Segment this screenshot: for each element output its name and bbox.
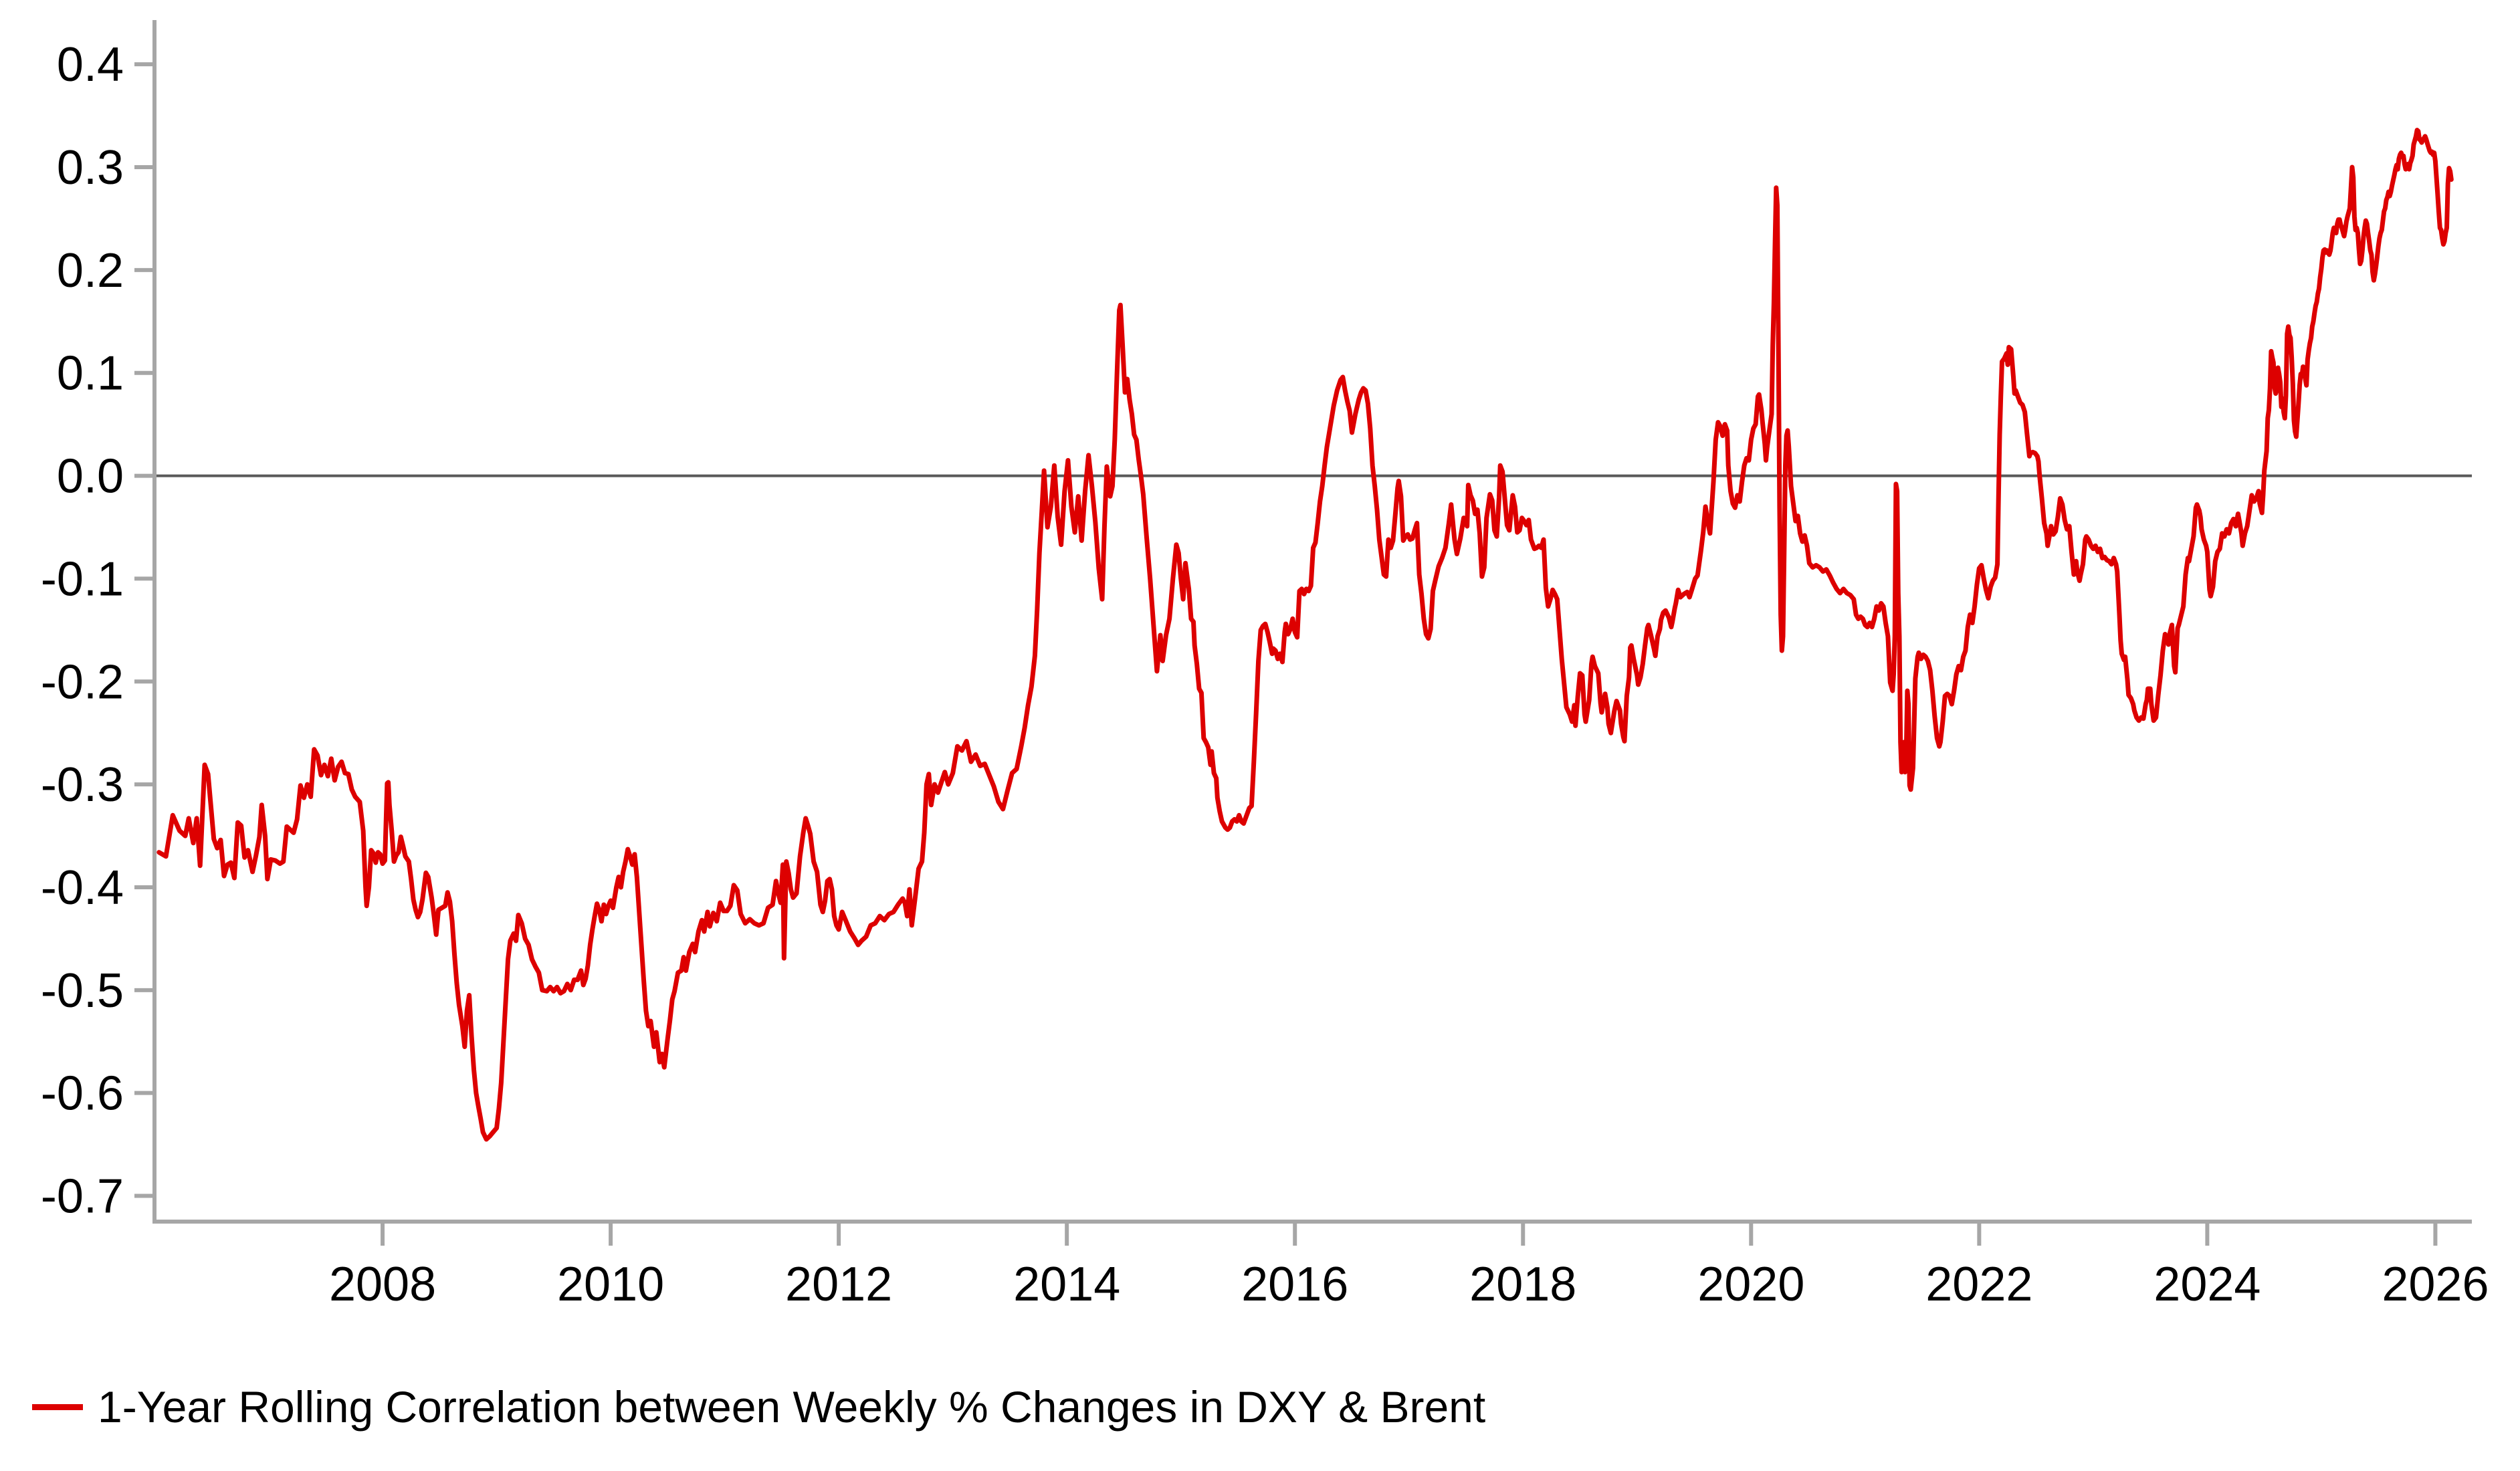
x-tick-label: 2018 — [1469, 1258, 1576, 1311]
y-tick-label: -0.2 — [41, 655, 124, 709]
y-tick-label: -0.6 — [41, 1067, 124, 1121]
x-tick-label: 2016 — [1241, 1258, 1348, 1311]
x-tick-label: 2008 — [329, 1258, 436, 1311]
y-tick-label: -0.5 — [41, 964, 124, 1018]
y-tick-label: 0.0 — [57, 450, 124, 503]
y-tick-label: 0.4 — [57, 38, 124, 92]
x-tick-label: 2022 — [1925, 1258, 2032, 1311]
y-tick-label: -0.1 — [41, 552, 124, 606]
x-tick-label: 2020 — [1697, 1258, 1804, 1311]
x-tick-label: 2024 — [2154, 1258, 2261, 1311]
chart-legend: 1-Year Rolling Correlation between Weekl… — [32, 1381, 1485, 1432]
series-line — [156, 128, 2454, 1142]
legend-line-swatch — [32, 1403, 83, 1410]
y-tick-label: 0.1 — [57, 347, 124, 401]
x-tick-label: 2012 — [785, 1258, 892, 1311]
y-tick-label: 0.2 — [57, 244, 124, 298]
y-tick-label: -0.3 — [41, 758, 124, 812]
x-tick-label: 2010 — [557, 1258, 664, 1311]
y-tick-label: -0.7 — [41, 1170, 124, 1224]
y-tick-label: -0.4 — [41, 861, 124, 915]
y-tick-label: 0.3 — [57, 141, 124, 195]
x-tick-label: 2026 — [2382, 1258, 2489, 1311]
legend-label: 1-Year Rolling Correlation between Weekl… — [98, 1382, 1486, 1432]
x-tick-label: 2014 — [1013, 1258, 1120, 1311]
